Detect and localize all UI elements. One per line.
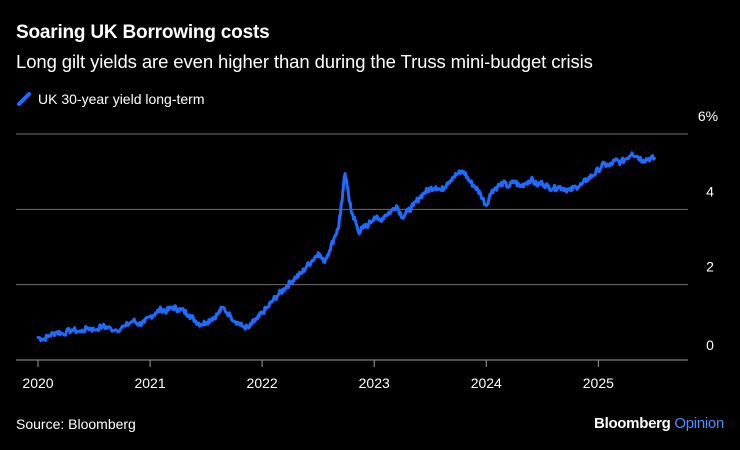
y-tick-label: 6%: [698, 108, 718, 124]
brand-primary: Bloomberg: [594, 415, 671, 432]
x-tick-label: 2025: [583, 375, 614, 391]
series-line-uk-30-year-yield: [36, 151, 656, 343]
x-tick-label: 2021: [134, 375, 165, 391]
x-tick-label: 2024: [471, 375, 502, 391]
chart-subtitle: Long gilt yields are even higher than du…: [16, 51, 593, 72]
y-tick-label: 4: [706, 183, 714, 199]
legend-label: UK 30-year yield long-term: [38, 91, 205, 107]
chart-title: Soaring UK Borrowing costs: [16, 22, 270, 43]
x-axis: 2020 2021 2022 2023 2024 2025: [22, 360, 614, 391]
series-group: [36, 151, 656, 343]
slash-line-icon: [17, 92, 31, 106]
x-tick-label: 2023: [359, 375, 390, 391]
gridlines: [16, 133, 688, 361]
x-tick-label: 2020: [22, 375, 53, 391]
source-note: Source: Bloomberg: [16, 416, 136, 432]
brand-accent: Opinion: [674, 415, 724, 432]
brand-logo: Bloomberg Opinion: [594, 415, 724, 432]
y-axis: 0 2 4 6%: [698, 108, 718, 353]
y-tick-label: 0: [706, 337, 714, 353]
legend: UK 30-year yield long-term: [16, 91, 205, 107]
x-tick-label: 2022: [247, 375, 278, 391]
y-tick-label: 2: [706, 259, 714, 275]
